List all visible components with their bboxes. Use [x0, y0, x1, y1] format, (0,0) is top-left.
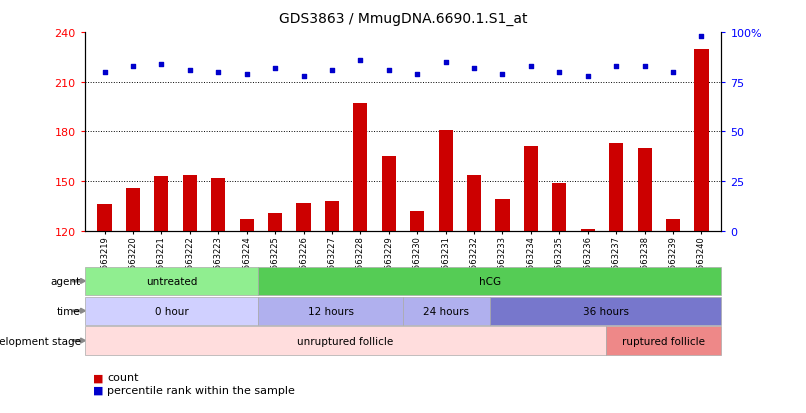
Text: development stage: development stage [0, 336, 81, 346]
Bar [183, 175, 197, 231]
Bar [467, 175, 481, 231]
Text: count: count [107, 373, 139, 382]
Point [553, 69, 566, 76]
Bar [552, 183, 567, 231]
Bar [666, 220, 680, 231]
Text: ■: ■ [93, 385, 103, 395]
Point [268, 65, 281, 72]
Text: 12 hours: 12 hours [308, 306, 354, 316]
Point [183, 67, 196, 74]
Point [354, 57, 367, 64]
Text: 24 hours: 24 hours [423, 306, 469, 316]
Point [382, 67, 395, 74]
Bar [268, 213, 282, 231]
Bar [325, 202, 339, 231]
Bar [580, 230, 595, 231]
Bar [382, 157, 396, 231]
Bar [609, 144, 623, 231]
Text: untreated: untreated [146, 276, 197, 286]
Point [439, 59, 452, 66]
Bar [98, 205, 112, 231]
Bar [410, 211, 424, 231]
Point [638, 64, 651, 70]
Point [496, 71, 509, 78]
Bar [694, 50, 708, 231]
Text: agent: agent [51, 276, 81, 286]
Point [326, 67, 339, 74]
Point [98, 69, 111, 76]
Text: 36 hours: 36 hours [583, 306, 629, 316]
Text: 0 hour: 0 hour [155, 306, 189, 316]
Bar [496, 200, 509, 231]
Text: hCG: hCG [479, 276, 501, 286]
Point [127, 64, 139, 70]
Bar [126, 188, 140, 231]
Point [667, 69, 679, 76]
Text: ■: ■ [93, 373, 103, 382]
Point [525, 64, 538, 70]
Point [212, 69, 225, 76]
Bar [638, 149, 652, 231]
Text: unruptured follicle: unruptured follicle [297, 336, 393, 346]
Bar [297, 203, 310, 231]
Text: ruptured follicle: ruptured follicle [622, 336, 705, 346]
Bar [353, 104, 368, 231]
Point [297, 74, 310, 80]
Point [411, 71, 424, 78]
Bar [154, 177, 168, 231]
Bar [211, 178, 226, 231]
Bar [524, 147, 538, 231]
Point [581, 74, 594, 80]
Text: percentile rank within the sample: percentile rank within the sample [107, 385, 295, 395]
Point [610, 64, 623, 70]
Point [240, 71, 253, 78]
Text: GDS3863 / MmugDNA.6690.1.S1_at: GDS3863 / MmugDNA.6690.1.S1_at [279, 12, 527, 26]
Point [155, 62, 168, 68]
Point [467, 65, 480, 72]
Text: time: time [57, 306, 81, 316]
Bar [239, 220, 254, 231]
Bar [438, 131, 453, 231]
Point [695, 34, 708, 40]
